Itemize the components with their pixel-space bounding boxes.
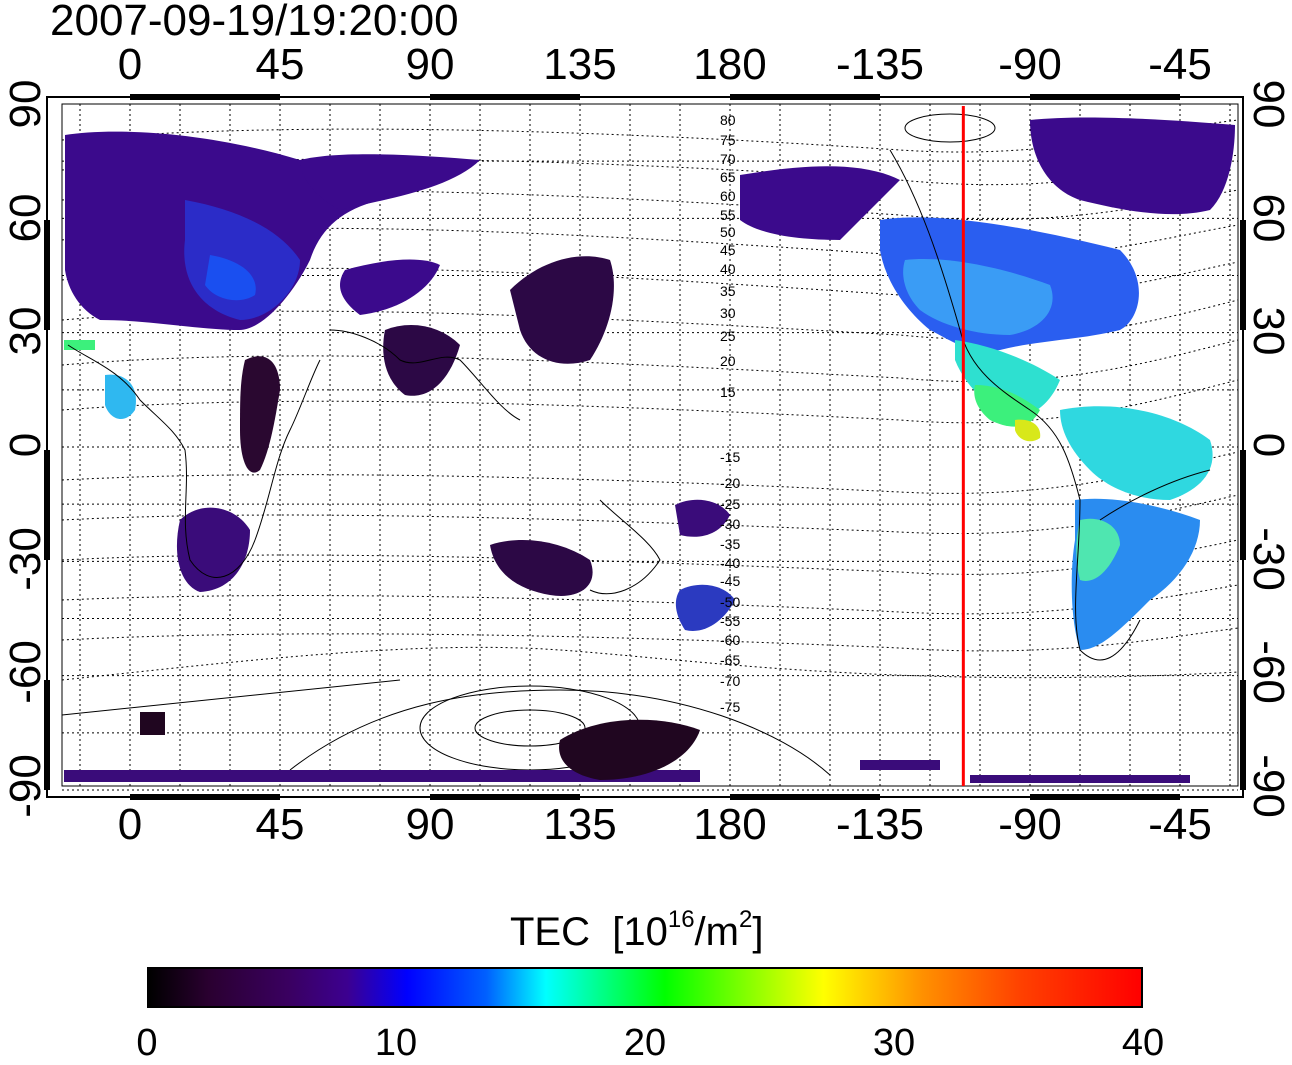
- lon-tick-bottom: 0: [117, 800, 143, 849]
- colorbar-tick: 40: [1121, 1022, 1165, 1064]
- lon-tick-bottom: -45: [1148, 800, 1212, 849]
- lon-tick-bottom: 180: [693, 800, 767, 849]
- contour-label: 70: [720, 151, 736, 167]
- colorbar-units-exp1: 16: [667, 906, 695, 933]
- lon-tick-bottom: -90: [998, 800, 1062, 849]
- lat-tick-right: -90: [1244, 754, 1292, 818]
- colorbar-tick: 20: [623, 1022, 667, 1064]
- lat-tick-right: -30: [1244, 526, 1292, 591]
- contour-label: 50: [720, 224, 736, 240]
- contour-label: 20: [720, 353, 736, 369]
- lon-tick-top: -135: [835, 40, 925, 89]
- colorbar-tick: 0: [136, 1022, 158, 1064]
- contour-label: -25: [720, 496, 740, 512]
- lat-tick-left: 90: [1, 79, 50, 129]
- lat-tick-left: 30: [1, 306, 50, 356]
- colorbar-title: TEC [1016/m2]: [510, 906, 763, 955]
- contour-label: 35: [720, 283, 736, 299]
- lat-tick-left: -90: [1, 754, 50, 818]
- lon-tick-top: 0: [117, 40, 143, 89]
- contour-label: -20: [720, 475, 740, 491]
- lon-tick-top: -45: [1148, 40, 1212, 89]
- lon-tick-top: 45: [255, 40, 305, 89]
- colorbar-units-mid: /m: [694, 910, 739, 954]
- map-frame: [46, 96, 1244, 798]
- colorbar-tick: 30: [872, 1022, 916, 1064]
- lat-tick-left: 0: [1, 432, 50, 458]
- contour-label: 75: [720, 132, 736, 148]
- contour-label: 40: [720, 261, 736, 277]
- contour-label: -70: [720, 673, 740, 689]
- coastlines: [67, 149, 1211, 661]
- lat-tick-left: -60: [1, 640, 50, 705]
- contour-label: -30: [720, 516, 740, 532]
- lat-tick-left: 60: [1, 193, 50, 243]
- colorbar-units-exp2: 2: [738, 906, 753, 933]
- contour-label: 25: [720, 328, 736, 344]
- lat-tick-right: 90: [1244, 79, 1292, 129]
- contour-label: -45: [720, 573, 740, 589]
- contour-label: -55: [720, 613, 740, 629]
- contour-label: -35: [720, 536, 740, 552]
- contour-label: -40: [720, 555, 740, 571]
- colorbar-tick: 10: [374, 1022, 418, 1064]
- lat-tick-right: 60: [1244, 193, 1292, 243]
- contour-label: 80: [720, 112, 736, 128]
- tec-data: [64, 117, 1235, 783]
- lat-tick-right: 30: [1244, 306, 1292, 356]
- lon-tick-bottom: 135: [543, 800, 617, 849]
- lat-tick-right: 0: [1244, 432, 1292, 458]
- contour-label: -50: [720, 594, 740, 610]
- frame-bars: [44, 94, 1246, 800]
- colorbar-units-suffix: ]: [752, 910, 764, 954]
- lon-tick-top: 180: [693, 40, 767, 89]
- contour-label: 45: [720, 242, 736, 258]
- lat-tick-right: -60: [1244, 640, 1292, 705]
- lon-tick-bottom: -135: [835, 800, 925, 849]
- contour-label: 60: [720, 188, 736, 204]
- colorbar-title-text: TEC: [510, 910, 590, 954]
- contour-label: 30: [720, 305, 736, 321]
- contour-label: -75: [720, 699, 740, 715]
- lon-tick-bottom: 90: [405, 800, 455, 849]
- plot-frame: [61, 103, 1239, 787]
- colorbar: [147, 967, 1143, 1008]
- colorbar-units-prefix: [10: [612, 910, 668, 954]
- lon-tick-top: 135: [543, 40, 617, 89]
- lat-tick-left: -30: [1, 526, 50, 591]
- contour-label: -65: [720, 652, 740, 668]
- lon-tick-bottom: 45: [255, 800, 305, 849]
- contour-label: 15: [720, 384, 736, 400]
- contour-label: -60: [720, 632, 740, 648]
- contour-label: 65: [720, 169, 736, 185]
- timestamp: 2007-09-19/19:20:00: [50, 0, 459, 45]
- lon-tick-top: 90: [405, 40, 455, 89]
- contour-label: 55: [720, 207, 736, 223]
- lon-tick-top: -90: [998, 40, 1062, 89]
- contour-label: -15: [720, 449, 740, 465]
